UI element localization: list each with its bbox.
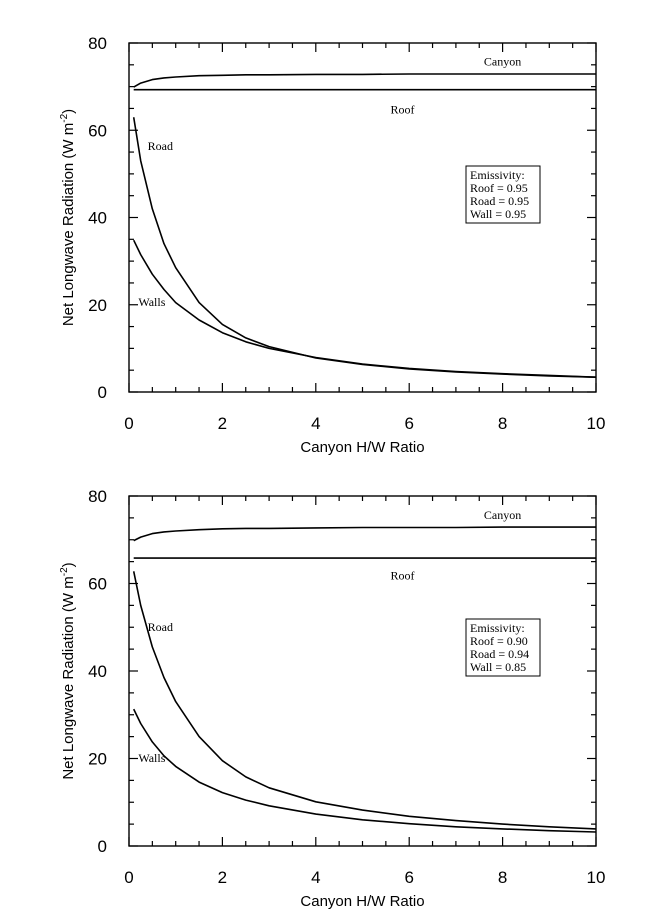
y-axis-title-close: ) [60, 109, 77, 114]
legend-line: Roof = 0.90 [470, 634, 528, 648]
y-axis-title-superscript: -2 [59, 113, 70, 122]
y-tick-label: 0 [98, 383, 107, 402]
x-tick-label: 6 [404, 414, 413, 433]
y-tick-label: 40 [88, 209, 107, 228]
series-label-road: Road [148, 139, 173, 153]
y-axis-title: Net Longwave Radiation (W m-2) [59, 562, 77, 779]
x-tick-label: 10 [587, 868, 606, 887]
y-axis-title-close: ) [60, 562, 77, 567]
x-tick-label: 2 [218, 868, 227, 887]
series-label-road: Road [148, 620, 173, 634]
y-tick-label: 80 [88, 487, 107, 506]
legend-box [465, 618, 541, 677]
x-tick-label: 6 [404, 868, 413, 887]
series-line-canyon [133, 73, 596, 88]
series-line-canyon [133, 526, 596, 542]
y-tick-label: 60 [88, 575, 107, 594]
y-axis-title-main: Net Longwave Radiation (W m [60, 576, 77, 779]
legend-line: Wall = 0.95 [470, 207, 526, 221]
x-axis-title: Canyon H/W Ratio [300, 439, 424, 456]
series-label-roof: Roof [391, 569, 415, 583]
y-tick-label: 60 [88, 121, 107, 140]
y-tick-label: 20 [88, 750, 107, 769]
series-line-walls [132, 239, 597, 378]
x-tick-label: 8 [498, 414, 507, 433]
y-axis-title-superscript: -2 [59, 567, 70, 576]
series-line-road [132, 117, 597, 378]
series-label-walls: Walls [138, 295, 165, 309]
legend-line: Road = 0.95 [470, 194, 529, 208]
y-tick-label: 80 [88, 34, 107, 53]
x-tick-label: 8 [498, 868, 507, 887]
chart-panel-2: 0 2 4 6 8 10 0 20 40 60 80 Canyon H/W Ratio Net Long… [59, 487, 605, 910]
series-label-roof: Roof [391, 103, 415, 117]
legend-line: Road = 0.94 [470, 647, 529, 661]
x-tick-label: 10 [587, 414, 606, 433]
legend-line: Roof = 0.95 [470, 181, 528, 195]
legend-box [465, 165, 541, 224]
series-label-canyon: Canyon [484, 55, 521, 69]
series-line-walls [132, 708, 597, 833]
x-tick-label: 0 [124, 868, 133, 887]
x-tick-label: 2 [218, 414, 227, 433]
x-axis-title: Canyon H/W Ratio [300, 893, 424, 910]
x-tick-label: 0 [124, 414, 133, 433]
legend-title: Emissivity: [470, 621, 525, 635]
chart-panel-1: 0 2 4 6 8 10 0 20 40 60 80 Canyon H/W Ratio Net Long… [59, 34, 605, 456]
series-line-road [132, 571, 597, 830]
series-label-canyon: Canyon [484, 508, 521, 522]
legend-title: Emissivity: [470, 168, 525, 182]
y-axis-title-main: Net Longwave Radiation (W m [60, 123, 77, 326]
series-label-walls: Walls [138, 751, 165, 765]
x-tick-label: 4 [311, 868, 320, 887]
y-axis-title: Net Longwave Radiation (W m-2) [59, 109, 77, 326]
y-tick-label: 0 [98, 837, 107, 856]
y-tick-label: 40 [88, 662, 107, 681]
x-tick-label: 4 [311, 414, 320, 433]
y-tick-label: 20 [88, 296, 107, 315]
legend-line: Wall = 0.85 [470, 660, 526, 674]
